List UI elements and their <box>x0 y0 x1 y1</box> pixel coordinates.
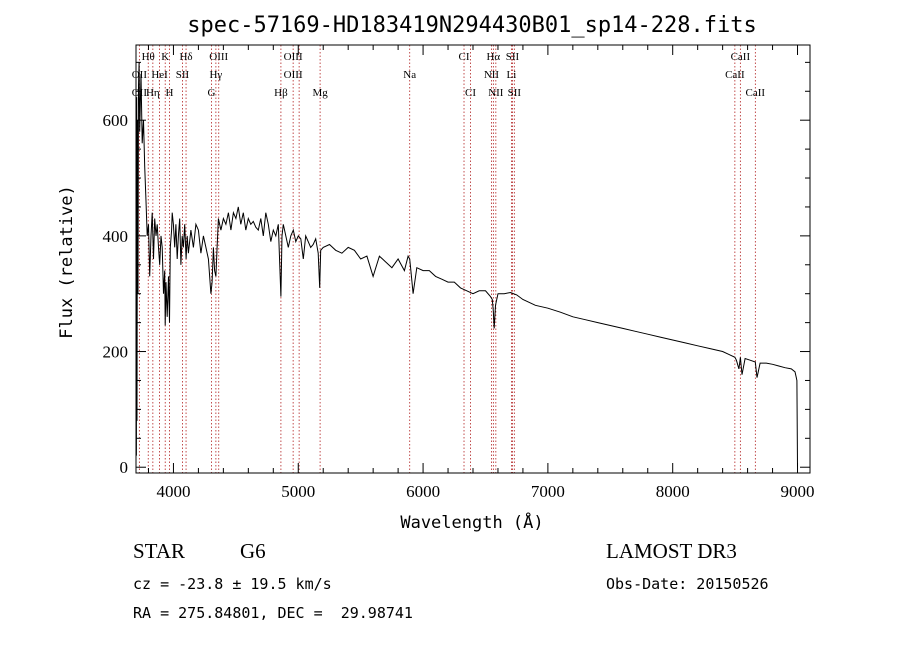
survey-name: LAMOST DR3 <box>606 539 737 563</box>
line-label: Hβ <box>274 87 288 99</box>
axis-ticks: 4000 5000 6000 7000 8000 9000 0 200 400 600 <box>103 45 815 501</box>
line-label: CI <box>465 87 476 99</box>
line-label: Na <box>403 69 416 81</box>
object-type: STAR <box>133 539 185 563</box>
plot-frame <box>135 44 811 474</box>
y-tick-label: 600 <box>103 111 129 130</box>
line-label: CaII <box>725 69 745 81</box>
line-label: OIII <box>209 51 228 63</box>
line-label: Mg <box>312 87 328 99</box>
line-label: Hδ <box>179 51 192 63</box>
line-label: Hη <box>146 87 160 99</box>
line-label: NII <box>484 69 500 81</box>
coordinates: RA = 275.84801, DEC = 29.98741 <box>133 604 413 622</box>
x-tick-label: 6000 <box>406 482 440 501</box>
line-label: CI <box>459 51 470 63</box>
x-tick-label: 7000 <box>531 482 565 501</box>
spectrum-series-line <box>135 62 798 468</box>
x-axis-label: Wavelength (Å) <box>400 511 543 533</box>
line-label: SII <box>176 69 190 81</box>
line-label: CaII <box>746 87 766 99</box>
line-label: SII <box>508 87 522 99</box>
x-tick-label: 9000 <box>781 482 815 501</box>
y-axis-label: Flux (relative) <box>57 185 77 339</box>
line-label: OIII <box>284 69 303 81</box>
line-label: OIII <box>284 51 303 63</box>
redshift-velocity: cz = -23.8 ± 19.5 km/s <box>133 575 332 593</box>
line-label: H <box>165 87 173 99</box>
observation-date: Obs-Date: 20150526 <box>606 575 769 593</box>
line-label: NII <box>488 87 504 99</box>
line-label: Li <box>507 69 517 81</box>
y-tick-label: 200 <box>103 343 129 362</box>
line-label: CaII <box>731 51 751 63</box>
line-label: SII <box>506 51 520 63</box>
chart-title: spec-57169-HD183419N294430B01_sp14-228.f… <box>187 13 757 38</box>
line-label: HeI <box>151 69 168 81</box>
line-markers <box>138 45 756 473</box>
y-tick-label: 0 <box>120 458 129 477</box>
x-tick-label: 5000 <box>281 482 315 501</box>
line-label: Hα <box>486 51 500 63</box>
line-label: G <box>208 87 216 99</box>
x-tick-label: 8000 <box>656 482 690 501</box>
line-label: Hγ <box>209 69 222 81</box>
y-tick-label: 400 <box>103 227 129 246</box>
x-tick-label: 4000 <box>156 482 190 501</box>
spectral-subclass: G6 <box>240 539 266 563</box>
line-label: Hθ <box>142 51 155 63</box>
line-label: K <box>161 51 169 63</box>
